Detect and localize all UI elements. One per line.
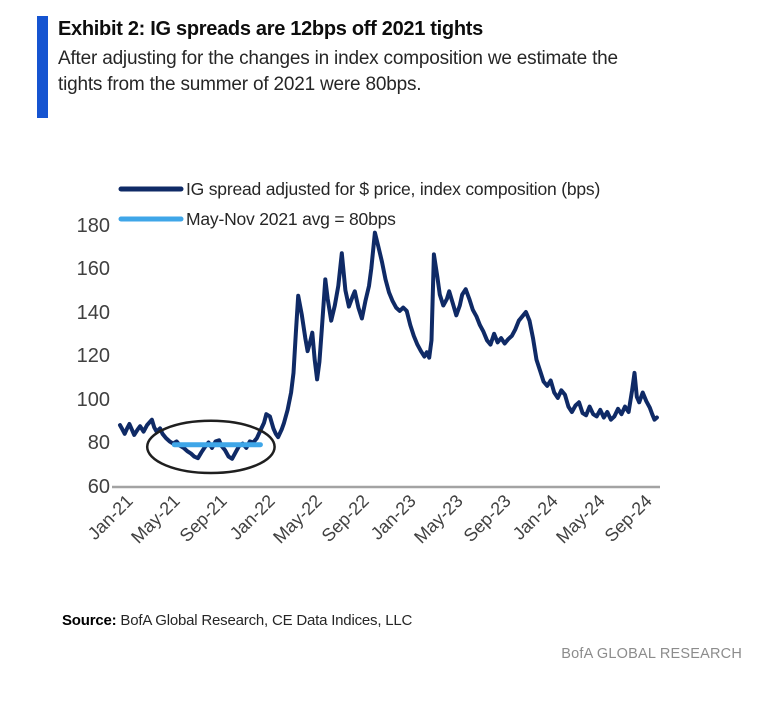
x-axis-labels: Jan-21 May-21 Sep-21 Jan-22 May-22 Sep-2…: [84, 491, 656, 548]
source-label: Source:: [62, 612, 117, 629]
y-tick-label: 180: [77, 215, 110, 237]
x-tick-label: May-22: [269, 491, 326, 548]
spread-chart: IG spread adjusted for $ price, index co…: [77, 179, 660, 548]
x-tick-label: May-23: [410, 491, 467, 548]
brand-footer: BofA GLOBAL RESEARCH: [561, 646, 742, 662]
exhibit-title: Exhibit 2: IG spreads are 12bps off 2021…: [58, 18, 483, 40]
y-tick-label: 120: [77, 345, 110, 367]
x-tick-label: Sep-24: [601, 491, 656, 546]
y-tick-label: 100: [77, 389, 110, 411]
source-text: BofA Global Research, CE Data Indices, L…: [120, 612, 413, 629]
x-tick-label: Sep-22: [318, 491, 373, 546]
y-tick-label: 80: [88, 432, 110, 454]
exhibit-subtitle-line2: tights from the summer of 2021 were 80bp…: [58, 74, 422, 95]
ig-spread-series-line: [118, 230, 659, 461]
y-tick-label: 60: [88, 476, 110, 498]
exhibit-subtitle-line1: After adjusting for the changes in index…: [58, 48, 618, 69]
x-tick-label: May-24: [552, 491, 609, 548]
tights-annotation-ellipse: [145, 419, 276, 475]
x-tick-label: May-21: [127, 491, 184, 548]
y-tick-label: 160: [77, 258, 110, 280]
x-tick-label: Sep-21: [176, 491, 231, 546]
accent-bar: [37, 16, 48, 118]
ig-spread-legend-label: IG spread adjusted for $ price, index co…: [186, 179, 600, 199]
y-axis-labels: 180 160 140 120 100 80 60: [77, 215, 110, 498]
chart-legend: IG spread adjusted for $ price, index co…: [118, 179, 600, 229]
x-tick-label: Sep-23: [460, 491, 515, 546]
y-tick-label: 140: [77, 302, 110, 324]
exhibit-subtitle: After adjusting for the changes in index…: [58, 46, 718, 98]
avg-legend-label: May-Nov 2021 avg = 80bps: [186, 209, 396, 229]
source-line: Source: BofA Global Research, CE Data In…: [62, 612, 412, 629]
